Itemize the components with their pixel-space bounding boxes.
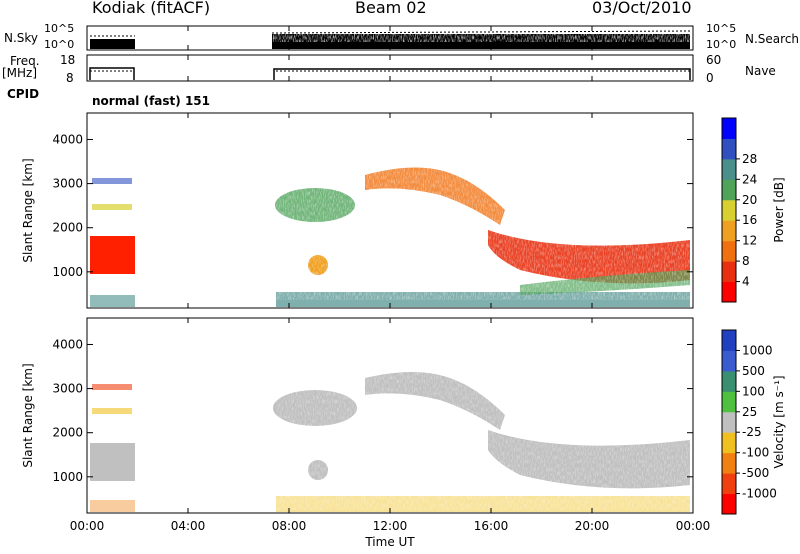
- x-tick-label: 00:00: [676, 519, 711, 533]
- nsky-trace-2: [271, 30, 691, 34]
- velocity-colorbar-tick-label: -25: [742, 425, 762, 439]
- velocity-colorbar-tick-label: 1000: [742, 343, 773, 357]
- station-title: Kodiak (fitACF): [92, 0, 211, 17]
- velocity-colorbar-swatch: [722, 411, 736, 433]
- colorbars: 4 8 12 16 20 24 28 Power [dB] -1000 -500 -100 -25 25…: [721, 117, 786, 515]
- y-tick-label: 2000: [52, 221, 83, 235]
- vel-echo-3000km: [92, 384, 132, 390]
- nsky-tick-top: 10^5: [44, 22, 75, 35]
- nave-label: Nave: [745, 64, 776, 78]
- power-colorbar-swatch: [722, 158, 736, 180]
- freq-trace-2: [273, 68, 691, 80]
- vel-noise-texture: [276, 350, 690, 510]
- power-colorbar-swatch: [722, 240, 736, 262]
- nsky-label: N.Sky: [4, 31, 39, 45]
- power-panel: [86, 112, 694, 309]
- power-colorbar-frame: [721, 117, 737, 303]
- power-colorbar-tick-label: 24: [742, 172, 757, 186]
- power-colorbar-swatch: [722, 179, 736, 201]
- velocity-colorbar-swatch: [722, 493, 736, 515]
- velocity-colorbar-swatch: [722, 350, 736, 372]
- power-near-range-1: [90, 295, 135, 307]
- date-title: 03/Oct/2010: [592, 0, 692, 17]
- x-tick-label: 16:00: [474, 519, 509, 533]
- y-tick-label: 4000: [52, 337, 83, 351]
- nave-tick-top: 60: [706, 53, 722, 67]
- nsearch-tick-top: 10^5: [706, 22, 737, 35]
- velocity-colorbar-tick-label: 500: [742, 364, 765, 378]
- power-colorbar-tick-label: 12: [742, 234, 757, 248]
- velocity-colorbar-swatch: [722, 473, 736, 495]
- freq-tick-bottom: 8: [66, 71, 74, 85]
- velocity-colorbar-swatch: [722, 330, 736, 351]
- vel-near-range-1: [90, 500, 135, 512]
- noise-panel: [86, 25, 694, 51]
- nsky-tick-bottom: 10^0: [44, 38, 75, 51]
- nave-tick-bottom: 0: [706, 71, 714, 85]
- noise-data-segment-1: [90, 39, 135, 49]
- y-tick-label: 3000: [52, 382, 83, 396]
- vel-ground-scatter-early: [90, 443, 135, 481]
- x-tick-label: 20:00: [575, 519, 610, 533]
- beam-title: Beam 02: [355, 0, 427, 17]
- y-axis-label: Slant Range [km]: [21, 158, 35, 262]
- freq-trace-1: [89, 67, 135, 80]
- x-tick-label: 04:00: [171, 519, 206, 533]
- cpid-label: CPID: [7, 87, 40, 101]
- y-tick-label: 3000: [52, 177, 83, 191]
- y-tick-label: 4000: [52, 132, 83, 146]
- velocity-colorbar-tick-label: -100: [742, 446, 769, 460]
- velocity-colorbar-tick-label: 100: [742, 384, 765, 398]
- freq-unit-label: [MHz]: [2, 66, 38, 80]
- x-tick-label: 12:00: [373, 519, 408, 533]
- power-colorbar-swatch: [722, 261, 736, 283]
- power-colorbar-swatch: [722, 220, 736, 242]
- velocity-panel: [86, 317, 694, 514]
- power-colorbar-tick-label: 8: [742, 254, 750, 268]
- cpid-value: normal (fast) 151: [92, 94, 210, 108]
- noise-texture: [272, 34, 690, 42]
- y-tick-label: 1000: [52, 265, 83, 279]
- freq-tick-top: 18: [60, 53, 76, 67]
- velocity-colorbar-swatch: [722, 452, 736, 474]
- velocity-colorbar-swatch: [722, 391, 736, 413]
- freq-label: Freq.: [10, 54, 40, 68]
- power-colorbar-tick-label: 28: [742, 152, 757, 166]
- velocity-colorbar-tick-label: -1000: [742, 487, 777, 501]
- x-axis: 00:00 04:00 08:00 12:00 16:00 20:00 00:00 Time …: [70, 26, 711, 549]
- power-patch-early: [90, 236, 135, 274]
- velocity-colorbar-tick-label: 25: [742, 405, 757, 419]
- velocity-colorbar-label: Velocity [m s⁻¹]: [772, 375, 786, 468]
- y-tick-label: 2000: [52, 426, 83, 440]
- power-echo-3000km: [92, 178, 132, 184]
- velocity-colorbar-swatch: [722, 432, 736, 454]
- x-tick-label: 00:00: [70, 519, 105, 533]
- power-colorbar-swatch: [722, 281, 736, 303]
- power-noise-texture: [276, 150, 690, 300]
- y-axis-label: Slant Range [km]: [21, 363, 35, 467]
- power-colorbar-label: Power [dB]: [772, 177, 786, 242]
- power-colorbar-swatch: [722, 199, 736, 221]
- nsearch-tick-bottom: 10^0: [706, 38, 737, 51]
- velocity-colorbar-tick-label: -500: [742, 466, 769, 480]
- power-colorbar-tick-label: 16: [742, 213, 757, 227]
- y-tick-label: 1000: [52, 470, 83, 484]
- power-colorbar-tick-label: 4: [742, 275, 750, 289]
- vel-echo-2400km: [92, 408, 132, 414]
- power-colorbar-tick-label: 20: [742, 193, 757, 207]
- power-colorbar-swatch: [722, 118, 736, 139]
- power-colorbar-swatch: [722, 138, 736, 160]
- x-axis-label: Time UT: [364, 535, 415, 549]
- y-axes: 1000 2000 3000 4000 Slant Range [km] 1000 2000…: [21, 132, 693, 484]
- velocity-colorbar-swatch: [722, 370, 736, 392]
- nsearch-label: N.Search: [745, 32, 800, 46]
- velocity-colorbar-frame: [721, 329, 737, 515]
- x-tick-label: 08:00: [272, 519, 307, 533]
- power-echo-2400km: [92, 204, 132, 210]
